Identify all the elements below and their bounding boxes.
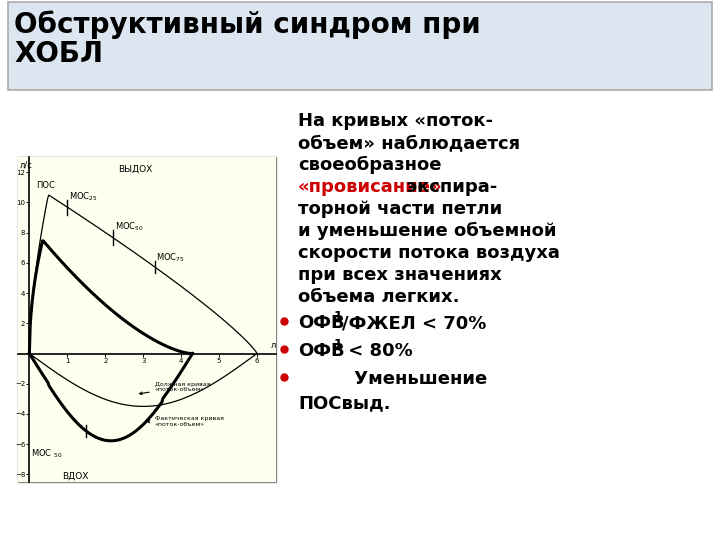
Text: ВДОХ: ВДОХ bbox=[62, 471, 88, 481]
Text: Обструктивный синдром при: Обструктивный синдром при bbox=[14, 10, 481, 39]
Text: ОФВ: ОФВ bbox=[298, 314, 345, 332]
Text: ВЫДОХ: ВЫДОХ bbox=[119, 165, 153, 173]
Text: Фактическая кривая
«поток-объем»: Фактическая кривая «поток-объем» bbox=[147, 416, 223, 427]
Text: экспира-: экспира- bbox=[394, 178, 498, 196]
Text: МОС$_{75}$: МОС$_{75}$ bbox=[156, 251, 185, 264]
Text: л/с: л/с bbox=[20, 160, 33, 169]
Text: торной части петли: торной части петли bbox=[298, 200, 503, 218]
Text: 1: 1 bbox=[334, 338, 343, 351]
FancyBboxPatch shape bbox=[8, 2, 712, 90]
Text: ХОБЛ: ХОБЛ bbox=[14, 40, 103, 68]
Text: ПОС: ПОС bbox=[36, 181, 55, 190]
Text: /ФЖЕЛ < 70%: /ФЖЕЛ < 70% bbox=[342, 314, 487, 332]
Text: МОС $_{50}$: МОС $_{50}$ bbox=[31, 447, 63, 460]
Text: ПОСвыд.: ПОСвыд. bbox=[298, 394, 390, 412]
Text: Уменьшение: Уменьшение bbox=[298, 370, 487, 388]
Text: объем» наблюдается: объем» наблюдается bbox=[298, 134, 520, 152]
Text: На кривых «поток-: На кривых «поток- bbox=[298, 112, 493, 130]
Text: ОФВ: ОФВ bbox=[298, 342, 345, 360]
Text: л: л bbox=[270, 341, 276, 350]
Text: МОС$_{25}$: МОС$_{25}$ bbox=[69, 190, 98, 202]
Text: «провисание»: «провисание» bbox=[298, 178, 443, 196]
Text: < 80%: < 80% bbox=[342, 342, 413, 360]
Text: при всех значениях: при всех значениях bbox=[298, 266, 502, 284]
Text: своеобразное: своеобразное bbox=[298, 156, 441, 174]
Text: МОС$_{50}$: МОС$_{50}$ bbox=[114, 220, 143, 233]
Text: 1: 1 bbox=[334, 310, 343, 323]
Text: скорости потока воздуха: скорости потока воздуха bbox=[298, 244, 560, 262]
Text: Должная кривая
«поток-объем»: Должная кривая «поток-объем» bbox=[140, 381, 210, 395]
Text: объема легких.: объема легких. bbox=[298, 288, 459, 306]
Text: и уменьшение объемной: и уменьшение объемной bbox=[298, 222, 557, 240]
FancyBboxPatch shape bbox=[18, 157, 276, 482]
